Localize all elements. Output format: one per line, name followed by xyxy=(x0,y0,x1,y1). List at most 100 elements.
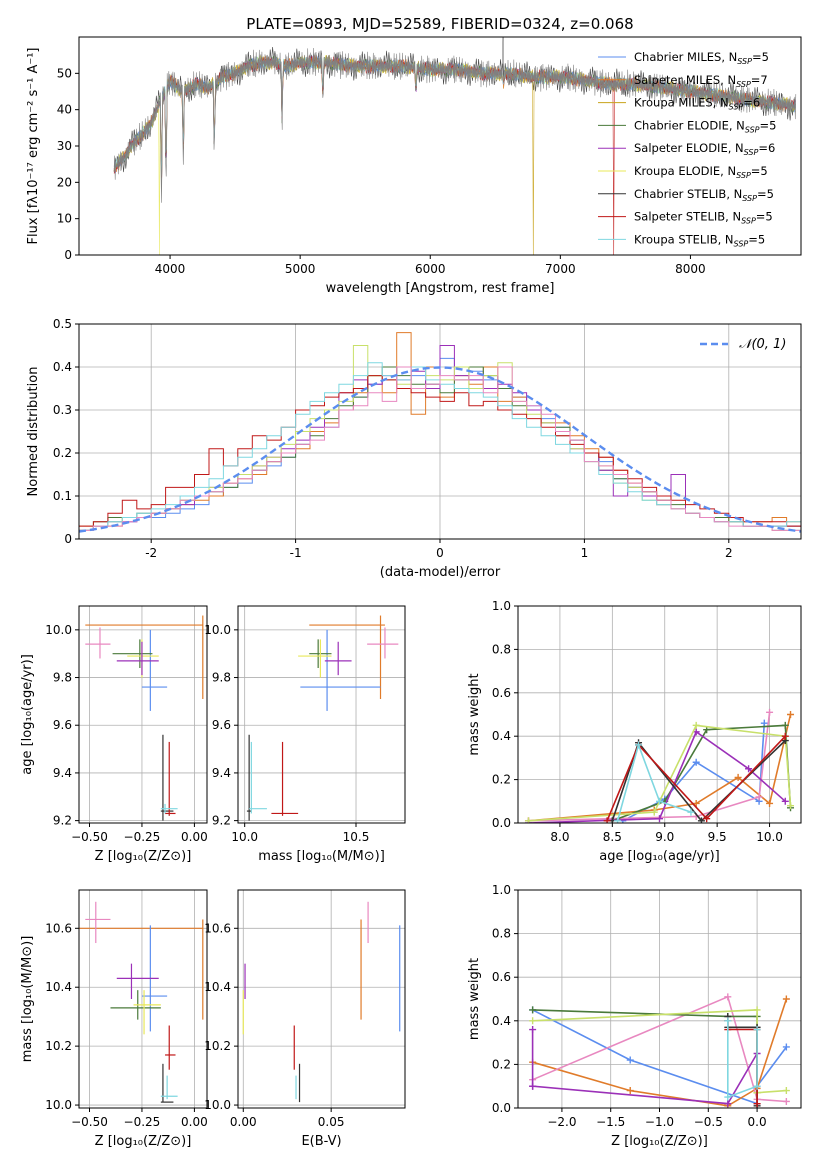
errorbar-point xyxy=(249,741,267,814)
errorbar-point xyxy=(160,734,174,821)
x-axis-label: mass [log₁₀(M/M⊙)] xyxy=(258,849,385,864)
x-tick-label: 9.5 xyxy=(708,830,727,844)
x-tick-label: 10.0 xyxy=(756,830,783,844)
y-tick-label: 9.4 xyxy=(212,766,231,780)
mass-weight-marker xyxy=(745,765,753,773)
mass-weight-marker xyxy=(782,1087,790,1095)
mass-weight-line xyxy=(531,1029,758,1105)
mass-weight-marker xyxy=(524,817,532,823)
mass-weight-marker xyxy=(760,719,768,727)
errorbar-point xyxy=(271,741,299,816)
mass-weight-marker xyxy=(781,732,789,740)
mass-weight-marker xyxy=(529,1026,537,1034)
errorbar-point xyxy=(367,627,399,659)
histogram-step xyxy=(79,366,801,539)
legend: Chabrier MILES, NSSP=5 Salpeter MILES, NS… xyxy=(598,50,776,248)
x-tick-label: 5000 xyxy=(285,262,316,276)
y-tick-label: 9.2 xyxy=(53,814,72,828)
plot-area xyxy=(238,606,405,823)
mass-weight-marker xyxy=(724,993,732,1001)
y-tick-label: 0.2 xyxy=(492,1057,511,1071)
x-tick-label: 10.0 xyxy=(231,830,258,844)
y-tick-label: 9.2 xyxy=(212,814,231,828)
plot-area xyxy=(79,324,801,539)
x-tick-label: 4000 xyxy=(155,262,186,276)
errorbar-point xyxy=(133,990,161,1035)
x-tick-label: −0.5 xyxy=(694,1115,723,1129)
errorbar-point xyxy=(85,901,111,944)
histogram-step xyxy=(79,375,801,539)
legend-entry-label: Chabrier ELODIE, NSSP=5 xyxy=(634,118,776,134)
y-tick-label: 10.6 xyxy=(204,921,231,935)
legend-entry-label: Chabrier STELIB, NSSP=5 xyxy=(634,187,774,203)
y-tick-label: 0.2 xyxy=(492,773,511,787)
x-axis-label: (data-model)/error xyxy=(380,565,501,580)
x-tick-label: −0.50 xyxy=(71,830,108,844)
y-tick-label: 10.2 xyxy=(204,1039,231,1053)
errorbar-point xyxy=(324,641,352,676)
x-tick-label: −2.0 xyxy=(547,1115,576,1129)
mass-weight-marker xyxy=(626,1056,634,1064)
mass-weight-marker xyxy=(656,815,663,823)
y-tick-label: 10.0 xyxy=(45,1098,72,1112)
mass-weight-marker xyxy=(692,721,700,729)
mass-weight-marker xyxy=(766,708,774,716)
mass-weight-marker xyxy=(614,817,622,823)
panel-5: −0.50 −0.25 0.00 10.0 10.2 10.4 10.6 Z [log₁₀(Z… xyxy=(20,889,208,1149)
y-tick-label: 0.0 xyxy=(492,816,511,830)
y-tick-label: 10.4 xyxy=(45,980,72,994)
panel-2: −0.50 −0.25 0.00 9.2 9.4 9.6 9.8 10.0 Z [log₁₀(Z… xyxy=(20,605,208,864)
mass-weight-marker xyxy=(782,1043,790,1051)
plot-area xyxy=(518,890,801,1108)
x-axis-label: Z [log₁₀(Z/Z⊙)] xyxy=(611,1134,708,1149)
panel-0: 4000 5000 6000 7000 8000 0 10 20 30 40 50 wavelengt… xyxy=(26,36,802,296)
errorbar-point xyxy=(116,963,159,999)
y-tick-label: 1.0 xyxy=(492,883,511,897)
axes-frame xyxy=(517,605,802,824)
mass-weight-marker xyxy=(766,799,774,807)
y-tick-label: 9.4 xyxy=(53,766,72,780)
mass-weight-marker xyxy=(692,758,700,766)
y-tick-label: 10.0 xyxy=(45,623,72,637)
mass-weight-marker xyxy=(753,1026,761,1034)
y-tick-label: 20 xyxy=(57,175,72,189)
axes-frame xyxy=(78,889,208,1109)
x-tick-label: −0.25 xyxy=(124,1115,161,1129)
y-tick-label: 10.6 xyxy=(45,921,72,935)
chart-title: PLATE=0893, MJD=52589, FIBERID=0324, z=0… xyxy=(246,15,633,33)
y-tick-label: 9.8 xyxy=(53,671,72,685)
legend-entry-label: Chabrier MILES, NSSP=5 xyxy=(634,50,769,66)
y-tick-label: 10.0 xyxy=(204,623,231,637)
y-tick-label: 9.6 xyxy=(53,718,72,732)
errorbar-point xyxy=(165,1025,176,1070)
y-tick-label: 50 xyxy=(57,66,72,80)
legend-entry-label: Salpeter ELODIE, NSSP=6 xyxy=(634,141,775,157)
errorbar-point xyxy=(160,1075,178,1100)
legend-entry-label: Kroupa MILES, NSSP=6 xyxy=(634,96,760,112)
y-tick-label: 0 xyxy=(64,532,72,546)
plot-area xyxy=(79,606,207,823)
y-tick-label: 0.4 xyxy=(492,1014,511,1028)
errorbar-point xyxy=(298,639,332,678)
x-tick-label: −1.5 xyxy=(596,1115,625,1129)
panel-6: 0.00 0.05 10.0 10.2 10.4 10.6 E(B-V) xyxy=(204,889,406,1149)
x-tick-label: 0.0 xyxy=(748,1115,767,1129)
mass-weight-marker xyxy=(787,802,795,810)
y-tick-label: 0.4 xyxy=(492,729,511,743)
mass-weight-marker xyxy=(782,1097,790,1105)
legend-entry-label: Kroupa STELIB, NSSP=5 xyxy=(634,232,765,248)
errorbar-point xyxy=(141,629,168,711)
mass-weight-line xyxy=(532,995,787,1103)
errorbar-point xyxy=(116,641,159,676)
y-tick-label: 40 xyxy=(57,103,72,117)
y-tick-label: 9.6 xyxy=(212,718,231,732)
x-tick-label: 9.0 xyxy=(655,830,674,844)
mass-weight-marker xyxy=(755,793,763,801)
x-axis-label: wavelength [Angstrom, rest frame] xyxy=(326,281,555,296)
x-tick-label: 8.0 xyxy=(550,830,569,844)
mass-weight-marker xyxy=(529,1006,537,1014)
x-tick-label: 7000 xyxy=(545,262,576,276)
mass-weight-marker xyxy=(529,1082,537,1090)
mass-weight-marker xyxy=(753,1082,761,1090)
